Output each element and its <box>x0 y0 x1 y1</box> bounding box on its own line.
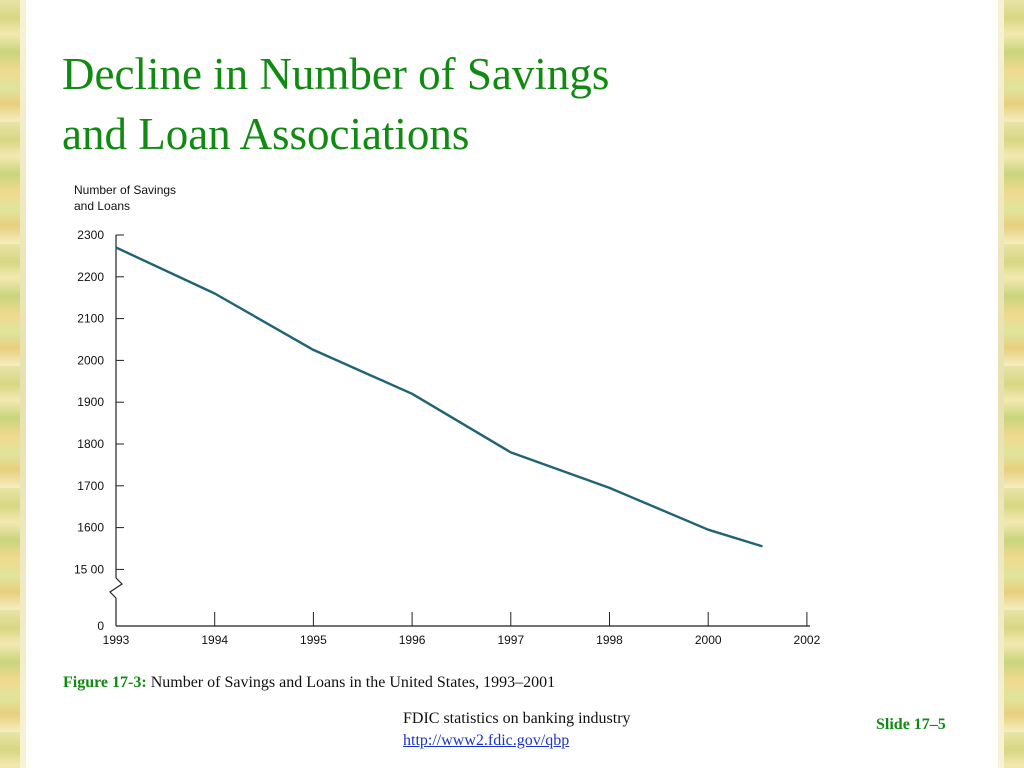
x-tick-label: 1997 <box>497 633 524 647</box>
y-axis-title-line-2: and Loans <box>74 199 131 213</box>
caption-text: Number of Savings and Loans in the Unite… <box>146 674 556 691</box>
left-decorative-border <box>0 0 26 768</box>
y-axis-title: Number of Savings and Loans <box>74 182 176 214</box>
slide-title: Decline in Number of Savings and Loan As… <box>62 44 822 164</box>
y-tick-label: 1800 <box>77 437 104 451</box>
x-tick-label: 2000 <box>695 633 722 647</box>
caption-label: Figure 17-3: <box>63 674 147 691</box>
y-tick-label: 1900 <box>77 395 104 409</box>
source-text: FDIC statistics on banking industry <box>403 710 631 727</box>
slide-number: Slide 17–5 <box>876 716 946 733</box>
x-tick-label: 1998 <box>596 633 623 647</box>
source-link[interactable]: http://www2.fdic.gov/qbp <box>403 732 570 749</box>
y-tick-label: 1700 <box>77 479 104 493</box>
y-tick-label: 2000 <box>77 353 104 367</box>
series-line <box>115 246 763 548</box>
y-axis-break <box>109 577 123 599</box>
x-tick-label: 1994 <box>201 633 228 647</box>
y-tick-label: 2300 <box>77 228 104 242</box>
x-tick-label: 1993 <box>103 633 130 647</box>
source-note: FDIC statistics on banking industry http… <box>403 708 631 752</box>
title-line-2: and Loan Associations <box>62 109 470 159</box>
x-tick-label: 2002 <box>794 633 821 647</box>
right-decorative-border <box>998 0 1024 768</box>
x-tick-label: 1995 <box>300 633 327 647</box>
y-tick-label: 15 00 <box>74 562 104 576</box>
figure-caption: Figure 17-3: Number of Savings and Loans… <box>63 674 555 692</box>
y-axis-title-line-1: Number of Savings <box>74 183 177 197</box>
x-tick-label: 1996 <box>399 633 426 647</box>
y-tick-label: 2100 <box>77 312 104 326</box>
y-tick-label: 1600 <box>77 521 104 535</box>
y-tick-label: 0 <box>97 619 104 633</box>
title-line-1: Decline in Number of Savings <box>62 49 610 99</box>
y-tick-label: 2200 <box>77 270 104 284</box>
